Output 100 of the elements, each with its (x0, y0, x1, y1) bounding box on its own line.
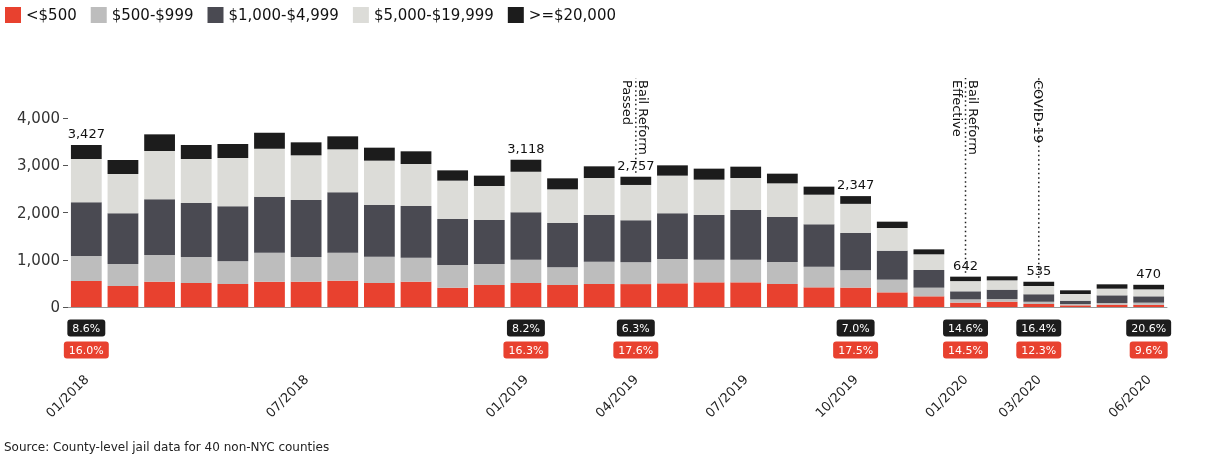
bar (876, 279, 908, 293)
text: 6.3% (621, 321, 650, 335)
bar (986, 299, 1018, 302)
ref-line-label: Bail Reform Effective (950, 80, 982, 160)
bar (364, 283, 395, 307)
bar (840, 287, 871, 307)
total-label: 642 (953, 257, 978, 273)
bar (1060, 294, 1091, 301)
bar (144, 134, 175, 151)
bar (70, 256, 102, 282)
bar (437, 287, 469, 307)
text: 17.6% (618, 343, 654, 357)
bar (254, 252, 285, 282)
bar (290, 199, 322, 258)
bar (620, 220, 652, 263)
bar (364, 204, 395, 257)
bar (1060, 300, 1091, 305)
bar (107, 173, 139, 214)
bar (217, 143, 249, 159)
bar (1133, 289, 1165, 297)
bar (583, 215, 615, 262)
bar (1023, 294, 1055, 302)
bar (254, 281, 285, 307)
bar (327, 136, 359, 150)
bar (400, 164, 432, 206)
bar (913, 254, 945, 270)
total-label: 2,757 (617, 157, 655, 173)
bar (657, 283, 688, 307)
ref-line-label: COVID-19 (1031, 80, 1047, 144)
y-tick-label: 1,000 (17, 250, 60, 269)
bar (180, 283, 212, 307)
bar (766, 216, 798, 263)
bar (290, 142, 322, 156)
text: 9.6% (1134, 343, 1163, 357)
bar (107, 264, 139, 287)
bar (657, 165, 688, 176)
text: 14.6% (948, 321, 983, 335)
bar (510, 259, 542, 283)
total-label: 3,118 (507, 140, 545, 156)
legend-label: $5,000-$19,999 (373, 6, 494, 24)
bar (217, 158, 249, 207)
bar (840, 270, 871, 288)
bar (290, 257, 322, 282)
bar (254, 132, 285, 149)
text: 8.6% (72, 321, 101, 335)
bar (730, 178, 762, 210)
bar (547, 178, 578, 190)
bar (180, 159, 212, 203)
bar (803, 186, 835, 195)
bar (950, 281, 981, 292)
bar (986, 301, 1018, 307)
y-tick-label: 0 (50, 298, 60, 316)
bar (290, 281, 322, 307)
bar (473, 220, 505, 264)
bar (254, 148, 285, 197)
bar (70, 281, 102, 307)
bar (437, 264, 469, 288)
bar (657, 175, 688, 214)
bar (803, 194, 835, 225)
bar (400, 281, 432, 307)
bar (840, 203, 871, 234)
bar (254, 196, 285, 253)
bar (730, 166, 762, 179)
y-tick-label: 2,000 (17, 203, 60, 222)
bar (803, 224, 835, 267)
bar (473, 264, 505, 285)
bar (620, 262, 652, 285)
bar (547, 284, 578, 307)
bar (510, 171, 542, 213)
bar (620, 176, 652, 185)
bar (327, 252, 359, 281)
total-label: 2,347 (837, 177, 875, 193)
bar (766, 283, 798, 307)
bar (107, 213, 139, 264)
legend-label: >=$20,000 (528, 6, 616, 24)
total-label: 535 (1026, 262, 1052, 278)
bar (510, 283, 542, 307)
bar (583, 166, 615, 179)
bar (1096, 284, 1128, 289)
bar (583, 283, 615, 307)
bar (913, 287, 945, 297)
bar (547, 222, 578, 268)
bar (583, 178, 615, 215)
bar (547, 267, 578, 285)
legend-label: $1,000-$4,999 (228, 6, 339, 24)
bar (913, 270, 945, 288)
bar (620, 184, 652, 221)
legend-label: $500-$999 (111, 6, 194, 24)
bar (620, 284, 652, 307)
bar (913, 296, 945, 307)
bar (327, 192, 359, 253)
text: 17.5% (838, 343, 874, 357)
bar (730, 259, 762, 283)
bar (473, 175, 505, 186)
bar (217, 283, 249, 307)
bar (950, 299, 981, 303)
bar (217, 261, 249, 284)
bar (180, 257, 212, 283)
bar (876, 250, 908, 280)
bar (364, 147, 395, 161)
